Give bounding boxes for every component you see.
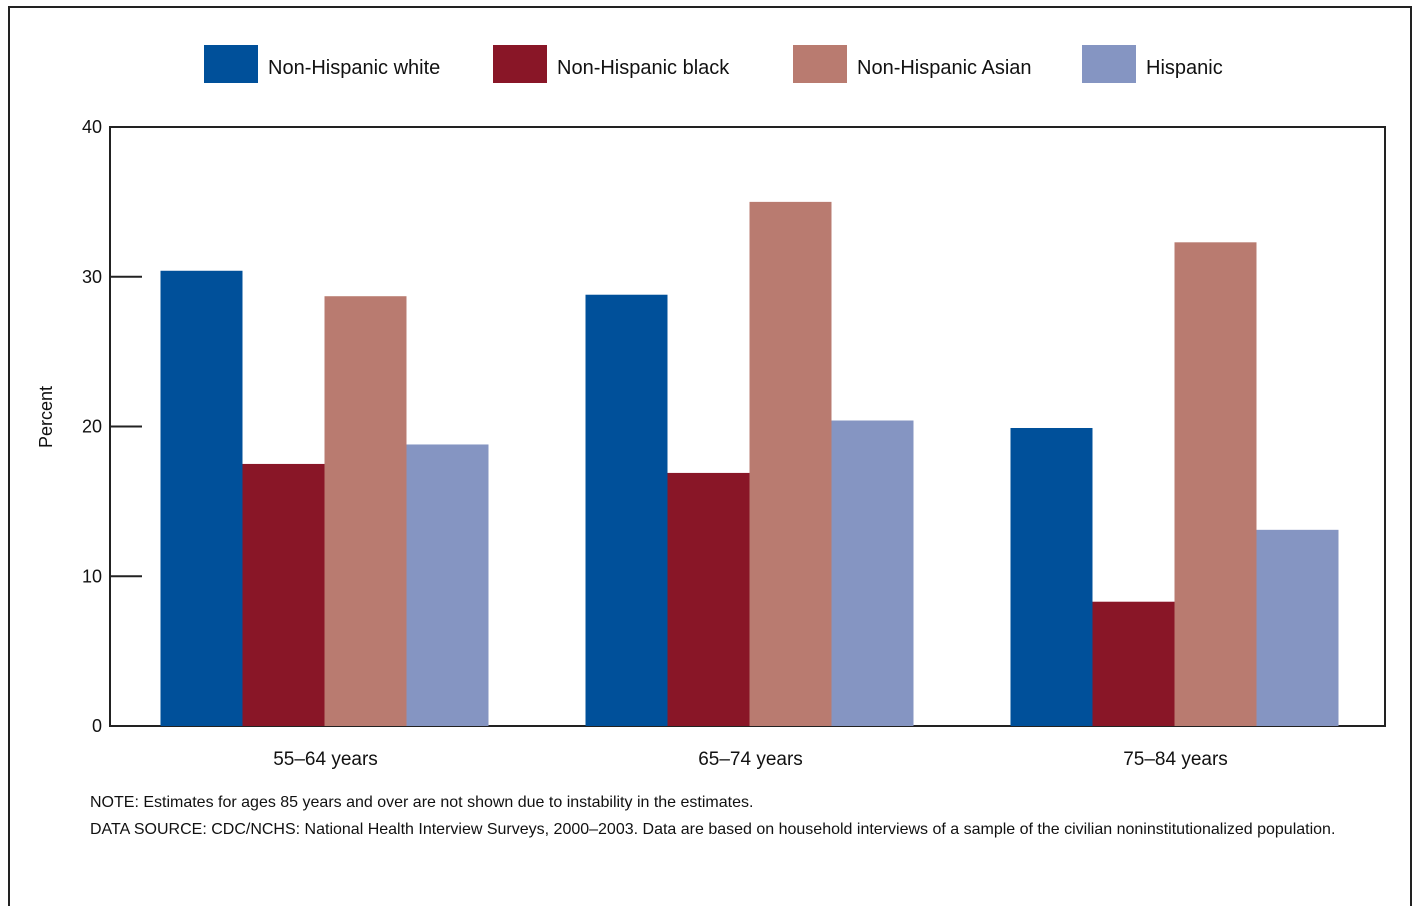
y-tick-label: 0	[92, 716, 102, 736]
legend-label: Non-Hispanic black	[557, 57, 730, 79]
y-tick-label: 10	[82, 566, 102, 586]
legend-swatch	[204, 45, 258, 83]
x-category-label: 55–64 years	[273, 749, 378, 770]
bar	[1092, 601, 1175, 726]
bar	[160, 270, 243, 726]
bar	[406, 444, 489, 726]
bar	[1010, 427, 1093, 726]
x-category-label: 75–84 years	[1123, 749, 1228, 770]
legend-swatch	[793, 45, 847, 83]
y-tick-label: 30	[82, 267, 102, 287]
y-axis-title: Percent	[36, 386, 56, 448]
legend-label: Non-Hispanic white	[268, 57, 440, 79]
y-axis: 0 10 20 30 40	[82, 117, 142, 736]
legend-swatch	[493, 45, 547, 83]
bar	[585, 294, 668, 726]
x-axis-labels: 55–64 years 65–74 years 75–84 years	[273, 749, 1228, 770]
bar	[242, 463, 325, 726]
bar-chart: Non-Hispanic white Non-Hispanic black Non-…	[36, 45, 1386, 770]
legend: Non-Hispanic white Non-Hispanic black Non-…	[204, 45, 1223, 83]
bar	[324, 296, 407, 726]
figure-frame	[8, 6, 1412, 906]
bar	[1174, 242, 1257, 726]
y-tick-label: 40	[82, 117, 102, 137]
data-source-text: DATA SOURCE: CDC/NCHS: National Health I…	[90, 821, 1336, 838]
legend-swatch	[1082, 45, 1136, 83]
legend-label: Non-Hispanic Asian	[857, 57, 1032, 79]
y-tick-label: 20	[82, 417, 102, 437]
figure-notes: NOTE: Estimates for ages 85 years and ov…	[90, 792, 1350, 846]
bars	[160, 201, 1339, 726]
bar	[1256, 529, 1339, 726]
x-category-label: 65–74 years	[698, 749, 803, 770]
bar	[667, 472, 750, 726]
bar	[831, 420, 914, 726]
bar	[749, 201, 832, 726]
legend-label: Hispanic	[1146, 57, 1223, 79]
note-text: NOTE: Estimates for ages 85 years and ov…	[90, 794, 754, 811]
